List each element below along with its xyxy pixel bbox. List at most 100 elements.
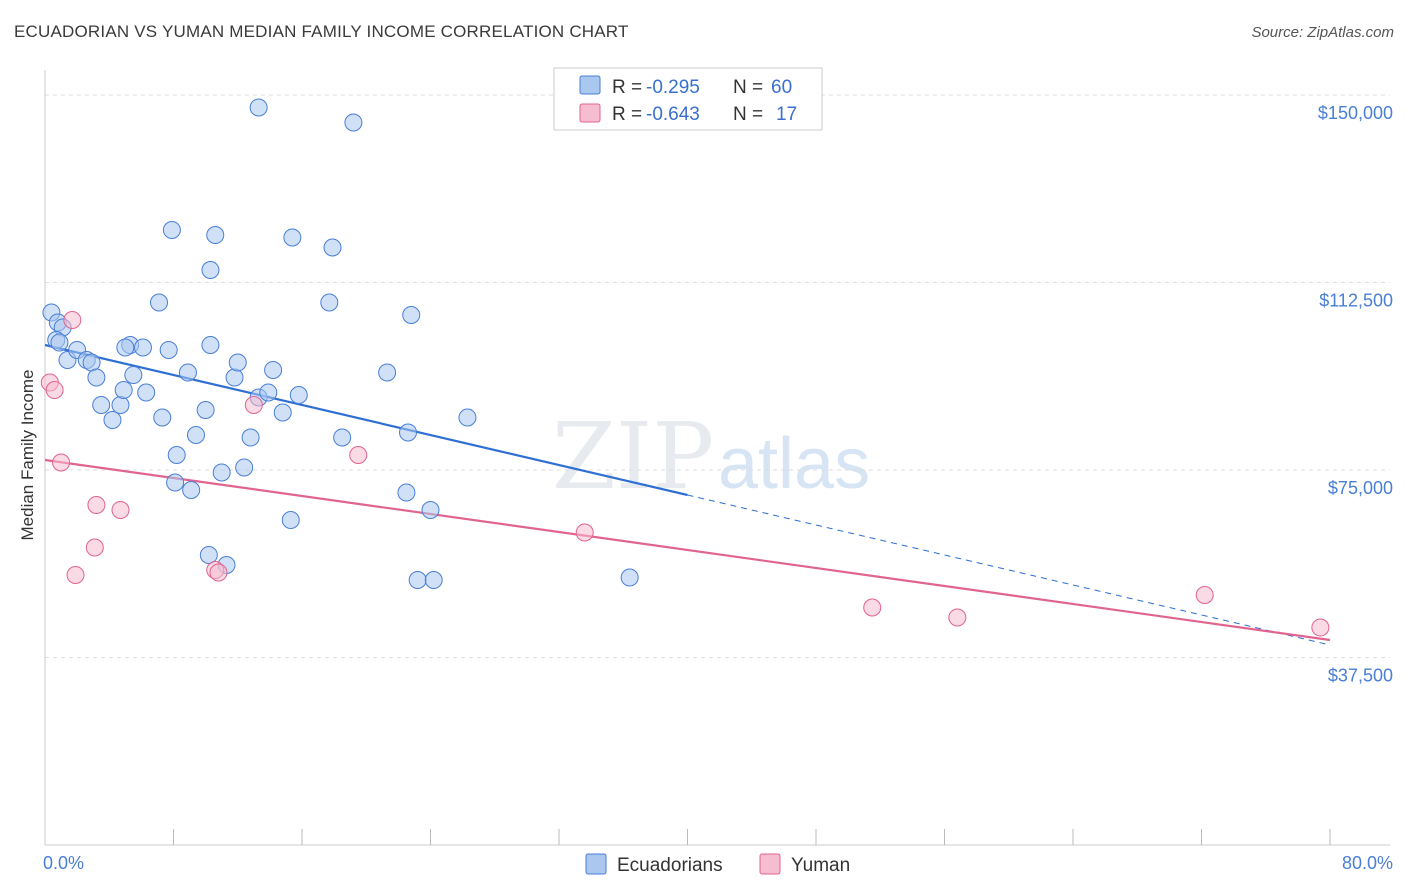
ecuadorians-point-34 [228,353,247,372]
yuman-point-12 [575,523,594,542]
legend-r-label-2: R = [612,104,642,125]
yuman-point-7 [111,501,130,519]
y-tick-label-2: $112,500 [1319,291,1393,311]
ecuadorians-point-33 [225,368,244,387]
yuman-point-10 [244,396,263,414]
yuman-point-5 [85,538,104,557]
legend-r-value-2: -0.643 [646,104,700,125]
yuman-point-15 [1195,586,1214,604]
correlation-legend: R = -0.295 N = 60 R = -0.643 N = 17 [553,67,823,131]
legend-swatch-ecuadorians [579,75,601,95]
ecuadorians-point-50 [399,423,418,442]
ecuadorians-point-44 [289,386,308,404]
ecuadorians-point-16 [124,366,143,384]
ecuadorians-point-20 [153,408,172,427]
ecuadorians-point-31 [212,463,231,482]
ecuadorians-point-24 [178,363,197,382]
legend-r-value-1: -0.295 [646,77,700,98]
ecuadorians-point-39 [249,98,268,117]
trendline-ecuadorians [44,343,688,497]
axes [44,70,1390,846]
ecuadorians-point-25 [182,481,201,499]
ecuadorians-point-41 [273,403,292,422]
watermark: ZIP atlas [552,403,870,510]
legend-n-label-1: N = [733,77,763,98]
ecuadorians-point-27 [196,401,215,419]
ecuadorians-point-9 [87,368,106,387]
ecuadorians-point-30 [199,546,218,564]
chart-title: ECUADORIAN VS YUMAN MEDIAN FAMILY INCOME… [14,22,629,41]
y-axis-title: Median Family Income [18,369,37,540]
legend-n-value-1: 60 [771,77,792,98]
y-tick-label-1: $75,000 [1328,478,1393,498]
ecuadorians-point-8 [82,353,101,372]
y-tick-labels: $37,500 $75,000 $112,500 $150,000 [1318,103,1393,686]
ecuadorians-point-48 [344,113,363,132]
ecuadorians-point-19 [150,293,169,312]
source-label: Source: ZipAtlas.com [1251,24,1394,41]
ecuadorians-point-4 [50,333,69,352]
ecuadorians-point-43 [283,228,302,247]
trendline-ecuadorians-extension [687,494,1331,646]
series-legend: Ecuadorians Yuman [585,853,850,876]
bottom-legend-swatch-ecuadorians [585,853,607,875]
yuman-point-11 [349,446,368,464]
ecuadorians-point-45 [320,293,339,312]
legend-r-label-1: R = [612,77,642,98]
ecuadorians-point-47 [333,428,352,447]
legend-swatch-yuman [579,103,601,123]
yuman-point-3 [63,311,82,329]
watermark-zip: ZIP [552,403,714,510]
yuman-point-4 [66,566,85,584]
ecuadorians-point-28 [201,261,220,279]
ecuadorians-point-46 [323,238,342,257]
ecuadorians-point-36 [241,428,260,447]
ecuadorians-point-56 [458,408,477,427]
ecuadorians-point-10 [92,396,111,414]
ecuadorians-point-17 [133,338,152,357]
yuman-point-14 [948,608,967,627]
legend-n-value-2: 17 [776,104,797,125]
x-tick-label-1: 80.0% [1342,853,1393,873]
ecuadorians-point-52 [408,571,427,589]
trendlines [44,343,1331,646]
yuman-point-9 [209,563,228,582]
yuman-point-16 [1311,618,1330,637]
ecuadorians-point-15 [116,338,135,357]
ecuadorians-point-59 [201,336,220,354]
x-tick-label-0: 0.0% [43,853,84,873]
ecuadorians-point-26 [186,426,205,444]
ecuadorians-point-38 [259,383,278,402]
yuman-point-6 [87,496,106,514]
yuman-point-13 [863,598,882,617]
ecuadorians-point-40 [264,361,283,379]
y-tick-label-0: $37,500 [1328,666,1393,686]
ecuadorians-point-49 [378,363,397,382]
yuman-point-1 [45,381,64,399]
ecuadorians-point-12 [111,396,130,414]
trendline-yuman [44,458,1331,642]
ecuadorians-point-53 [421,501,440,519]
ecuadorians-point-22 [166,473,185,492]
legend-n-label-2: N = [733,104,763,125]
bottom-legend-swatch-yuman [759,853,781,875]
ecuadorians-point-29 [206,226,225,244]
ecuadorians-point-58 [162,221,181,239]
ecuadorians-point-57 [620,568,639,587]
ecuadorians-point-13 [114,381,133,399]
ecuadorians-point-35 [235,458,254,477]
y-tick-label-3: $150,000 [1318,103,1393,123]
bottom-legend-yuman: Yuman [791,855,850,876]
data-points [40,98,1330,637]
yuman-point-2 [52,453,71,472]
ecuadorians-point-18 [137,383,156,402]
ecuadorians-point-11 [103,411,122,429]
ecuadorians-point-55 [402,306,421,324]
ecuadorians-point-21 [159,341,178,359]
ecuadorians-point-42 [281,511,300,529]
grid [45,94,1390,658]
ecuadorians-point-51 [397,483,416,502]
ecuadorians-point-54 [424,571,443,589]
x-tick-labels: 0.0% 80.0% [43,853,1393,873]
